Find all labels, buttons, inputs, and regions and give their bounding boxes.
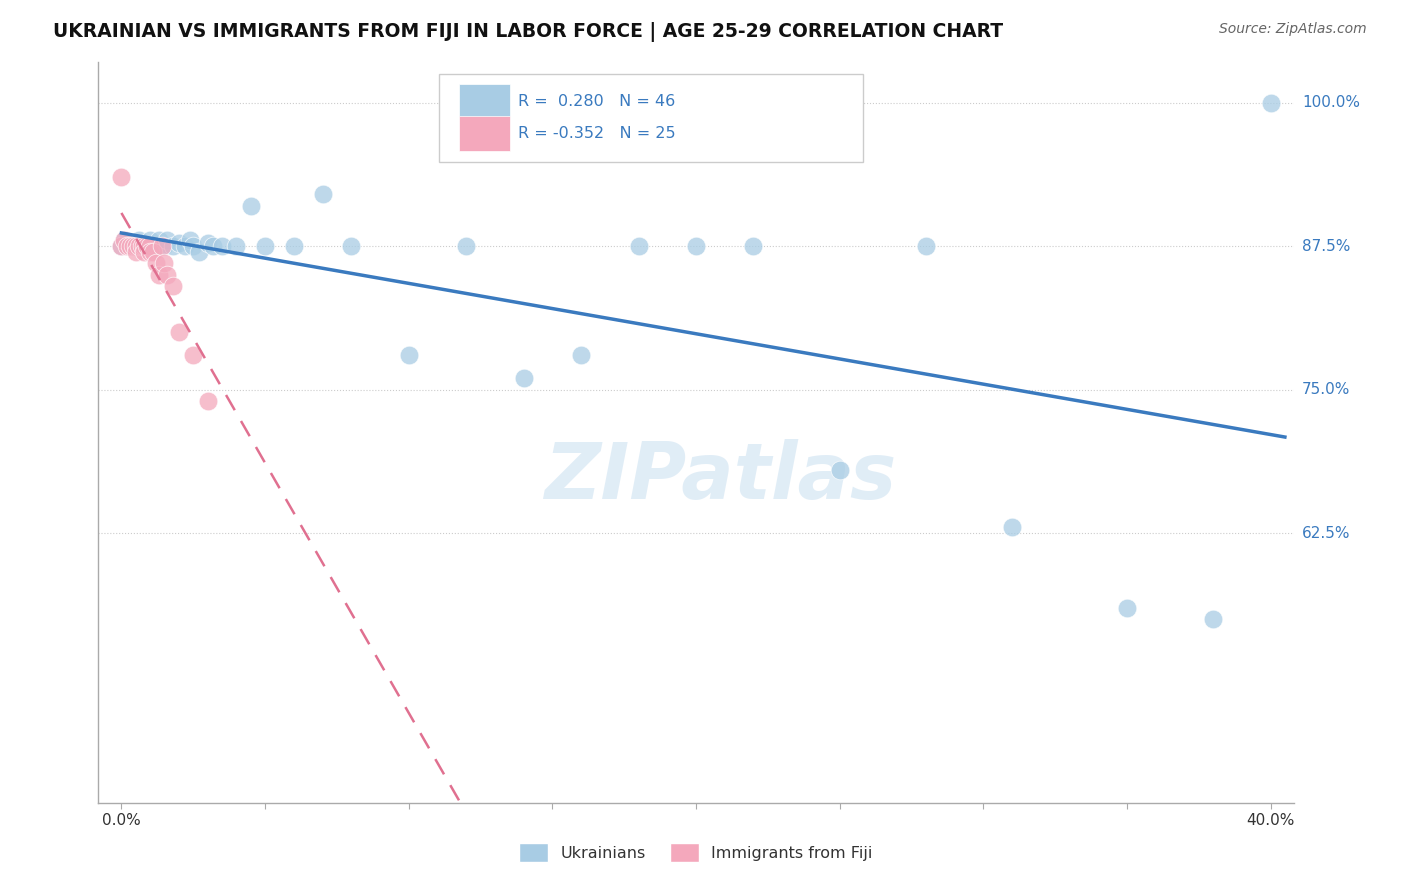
Point	[112, 233, 135, 247]
Point	[148, 268, 170, 282]
Point	[173, 239, 195, 253]
Point	[1260, 95, 1282, 110]
Point	[828, 463, 851, 477]
Text: 87.5%: 87.5%	[1302, 238, 1350, 253]
Point	[162, 279, 184, 293]
Legend: Ukrainians, Immigrants from Fiji: Ukrainians, Immigrants from Fiji	[513, 837, 879, 869]
Point	[122, 239, 145, 253]
Point	[627, 239, 650, 253]
Point	[181, 348, 204, 362]
Point	[112, 233, 135, 247]
Point	[128, 233, 150, 247]
Point	[156, 233, 179, 247]
Point	[197, 394, 219, 409]
Point	[139, 233, 162, 247]
Point	[136, 239, 159, 253]
Point	[150, 239, 173, 253]
Point	[202, 239, 225, 253]
Point	[125, 244, 148, 259]
Point	[134, 239, 156, 253]
Point	[153, 256, 176, 270]
FancyBboxPatch shape	[439, 73, 863, 162]
Point	[167, 325, 190, 339]
Point	[145, 239, 167, 253]
Point	[914, 239, 936, 253]
Text: 100.0%: 100.0%	[1302, 95, 1360, 110]
Point	[134, 239, 156, 253]
Text: R = -0.352   N = 25: R = -0.352 N = 25	[517, 126, 675, 141]
Point	[1202, 612, 1225, 626]
Text: 62.5%: 62.5%	[1302, 525, 1350, 541]
Point	[110, 239, 132, 253]
Point	[145, 256, 167, 270]
Point	[139, 239, 162, 253]
Point	[456, 239, 478, 253]
Point	[131, 239, 153, 253]
Point	[742, 239, 765, 253]
Text: Source: ZipAtlas.com: Source: ZipAtlas.com	[1219, 22, 1367, 37]
Point	[131, 239, 153, 253]
Point	[139, 239, 162, 253]
Point	[148, 233, 170, 247]
Point	[1115, 600, 1137, 615]
Point	[118, 239, 141, 253]
Text: R =  0.280   N = 46: R = 0.280 N = 46	[517, 95, 675, 109]
Point	[340, 239, 363, 253]
FancyBboxPatch shape	[460, 116, 509, 152]
Point	[398, 348, 420, 362]
Point	[239, 199, 262, 213]
Point	[125, 239, 148, 253]
Point	[125, 239, 148, 253]
Point	[110, 170, 132, 185]
Text: ZIPatlas: ZIPatlas	[544, 439, 896, 515]
Point	[225, 239, 247, 253]
FancyBboxPatch shape	[460, 84, 509, 120]
Point	[188, 244, 211, 259]
Point	[110, 239, 132, 253]
Text: 75.0%: 75.0%	[1302, 382, 1350, 397]
Point	[153, 239, 176, 253]
Point	[685, 239, 707, 253]
Point	[167, 235, 190, 250]
Point	[139, 244, 162, 259]
Point	[128, 239, 150, 253]
Point	[197, 235, 219, 250]
Point	[254, 239, 277, 253]
Point	[115, 239, 138, 253]
Point	[211, 239, 233, 253]
Text: UKRAINIAN VS IMMIGRANTS FROM FIJI IN LABOR FORCE | AGE 25-29 CORRELATION CHART: UKRAINIAN VS IMMIGRANTS FROM FIJI IN LAB…	[53, 22, 1004, 42]
Point	[179, 233, 201, 247]
Point	[115, 239, 138, 253]
Point	[156, 268, 179, 282]
Point	[150, 239, 173, 253]
Point	[136, 239, 159, 253]
Point	[142, 244, 165, 259]
Point	[162, 239, 184, 253]
Point	[311, 187, 333, 202]
Point	[1001, 520, 1024, 534]
Point	[512, 371, 534, 385]
Point	[569, 348, 592, 362]
Point	[283, 239, 305, 253]
Point	[134, 244, 156, 259]
Point	[122, 239, 145, 253]
Point	[125, 235, 148, 250]
Point	[118, 239, 141, 253]
Point	[181, 239, 204, 253]
